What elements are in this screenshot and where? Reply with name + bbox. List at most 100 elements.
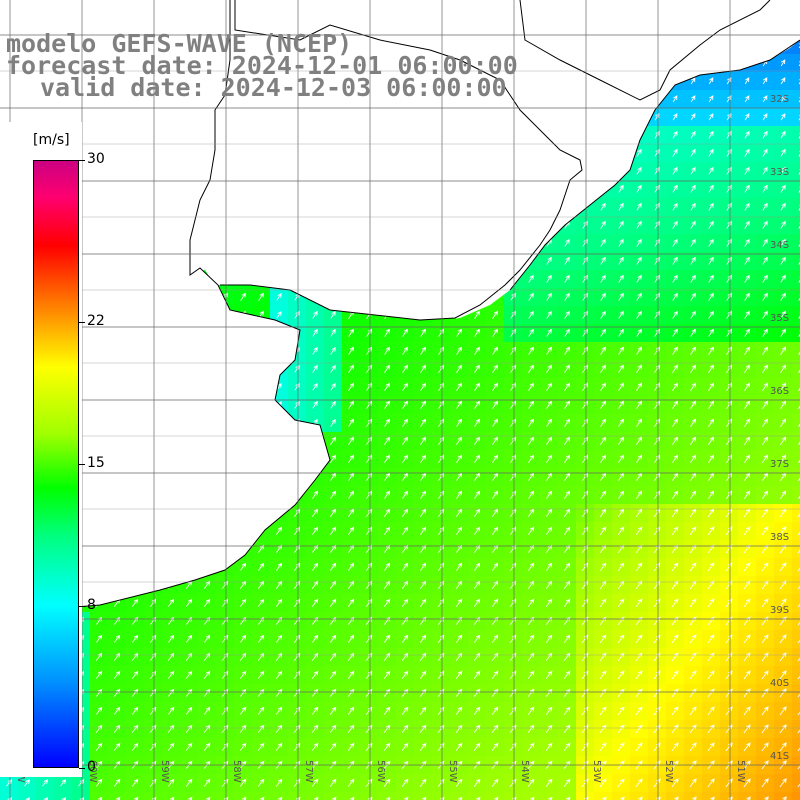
wind-arrow (348, 580, 355, 589)
wind-arrow (529, 796, 535, 800)
wind-arrow (600, 328, 606, 337)
wind-arrow (635, 508, 643, 517)
wind-arrow (348, 490, 355, 499)
wind-arrow (528, 418, 535, 427)
wind-arrow (762, 292, 768, 301)
wind-arrow (636, 454, 643, 463)
wind-arrow (473, 598, 481, 607)
wind-arrow (653, 598, 661, 608)
wind-arrow (582, 238, 588, 247)
wind-arrow (330, 346, 336, 355)
wind-arrow (780, 202, 786, 211)
wind-arrow (275, 706, 283, 715)
wind-arrow (528, 274, 534, 283)
wind-arrow (762, 418, 769, 427)
wind-arrow (725, 778, 733, 788)
wind-arrow (545, 616, 553, 625)
wind-arrow (798, 312, 800, 319)
wind-arrow (725, 562, 733, 572)
wind-arrow (437, 742, 445, 751)
wind-arrow (582, 256, 588, 265)
wind-arrow (438, 544, 445, 553)
wind-arrow (600, 292, 606, 301)
field-cell (504, 792, 522, 800)
wind-arrow (600, 436, 607, 445)
wind-arrow (726, 274, 732, 283)
wind-arrow (437, 616, 445, 625)
field-cell (792, 72, 800, 90)
wind-arrow (510, 436, 517, 445)
wind-arrow (744, 292, 750, 301)
wind-arrow (330, 544, 337, 553)
field-cell (684, 792, 702, 800)
wind-arrow (528, 472, 535, 481)
field-cell (90, 792, 108, 800)
wind-arrow (708, 418, 715, 427)
wind-arrow (258, 580, 265, 589)
wind-arrow (600, 274, 606, 283)
wind-arrow (582, 472, 589, 481)
wind-arrow (599, 580, 607, 589)
wind-arrow (528, 454, 535, 463)
wind-arrow (672, 418, 679, 427)
wind-arrow (402, 382, 408, 391)
wind-arrow (366, 418, 373, 427)
wind-arrow (456, 580, 463, 589)
wind-arrow (365, 616, 373, 625)
wind-arrow (743, 598, 751, 608)
wind-arrow (474, 346, 480, 355)
wind-arrow (636, 436, 643, 445)
wind-arrow (491, 706, 499, 715)
wind-arrow (743, 706, 751, 716)
wind-arrow (366, 526, 373, 535)
field-cell (756, 792, 774, 800)
wind-arrow (528, 436, 535, 445)
wind-arrow (617, 598, 625, 608)
wind-arrow (618, 184, 624, 193)
wind-arrow (564, 490, 571, 499)
wind-arrow (563, 580, 571, 589)
field-cell (792, 486, 800, 504)
wind-arrow (384, 436, 391, 445)
wind-arrow (600, 508, 607, 517)
wind-arrow (311, 652, 319, 661)
wind-arrow (510, 310, 516, 319)
wind-arrow (545, 634, 553, 643)
latitude-labels: 32S 33S 34S 35S 36S 37S 38S 39S 40S 41S (770, 94, 789, 762)
wind-arrow (420, 562, 427, 571)
wind-arrow (546, 292, 552, 301)
wind-arrow (726, 166, 732, 175)
wind-arrow (239, 778, 247, 787)
wind-arrow (204, 580, 211, 589)
wind-arrow (509, 670, 517, 679)
wind-arrow (564, 418, 571, 427)
wind-arrow (366, 562, 373, 571)
wind-arrow (565, 796, 571, 800)
wind-arrow (617, 706, 625, 716)
wind-arrow (383, 742, 391, 751)
wind-arrow (438, 454, 445, 463)
wind-arrow (762, 256, 768, 265)
wind-arrow (402, 562, 409, 571)
wind-arrow (456, 490, 463, 499)
wind-arrow (204, 598, 211, 607)
wind-arrow (762, 346, 768, 355)
wind-arrow (725, 724, 733, 734)
wind-arrow (492, 472, 499, 481)
wind-arrow (744, 77, 750, 85)
wind-arrow (564, 274, 570, 283)
field-cell (270, 792, 288, 800)
wind-arrow (762, 364, 769, 373)
wind-arrow (726, 400, 733, 409)
wind-arrow (546, 454, 553, 463)
wind-arrow (383, 616, 391, 625)
wind-arrow (672, 95, 678, 103)
wind-arrow (313, 796, 319, 800)
wind-arrow (726, 382, 733, 391)
wind-arrow (221, 706, 229, 715)
wind-arrow (347, 616, 355, 625)
wind-arrow (654, 418, 661, 427)
wind-arrow (761, 652, 769, 662)
wind-arrow (689, 670, 697, 680)
